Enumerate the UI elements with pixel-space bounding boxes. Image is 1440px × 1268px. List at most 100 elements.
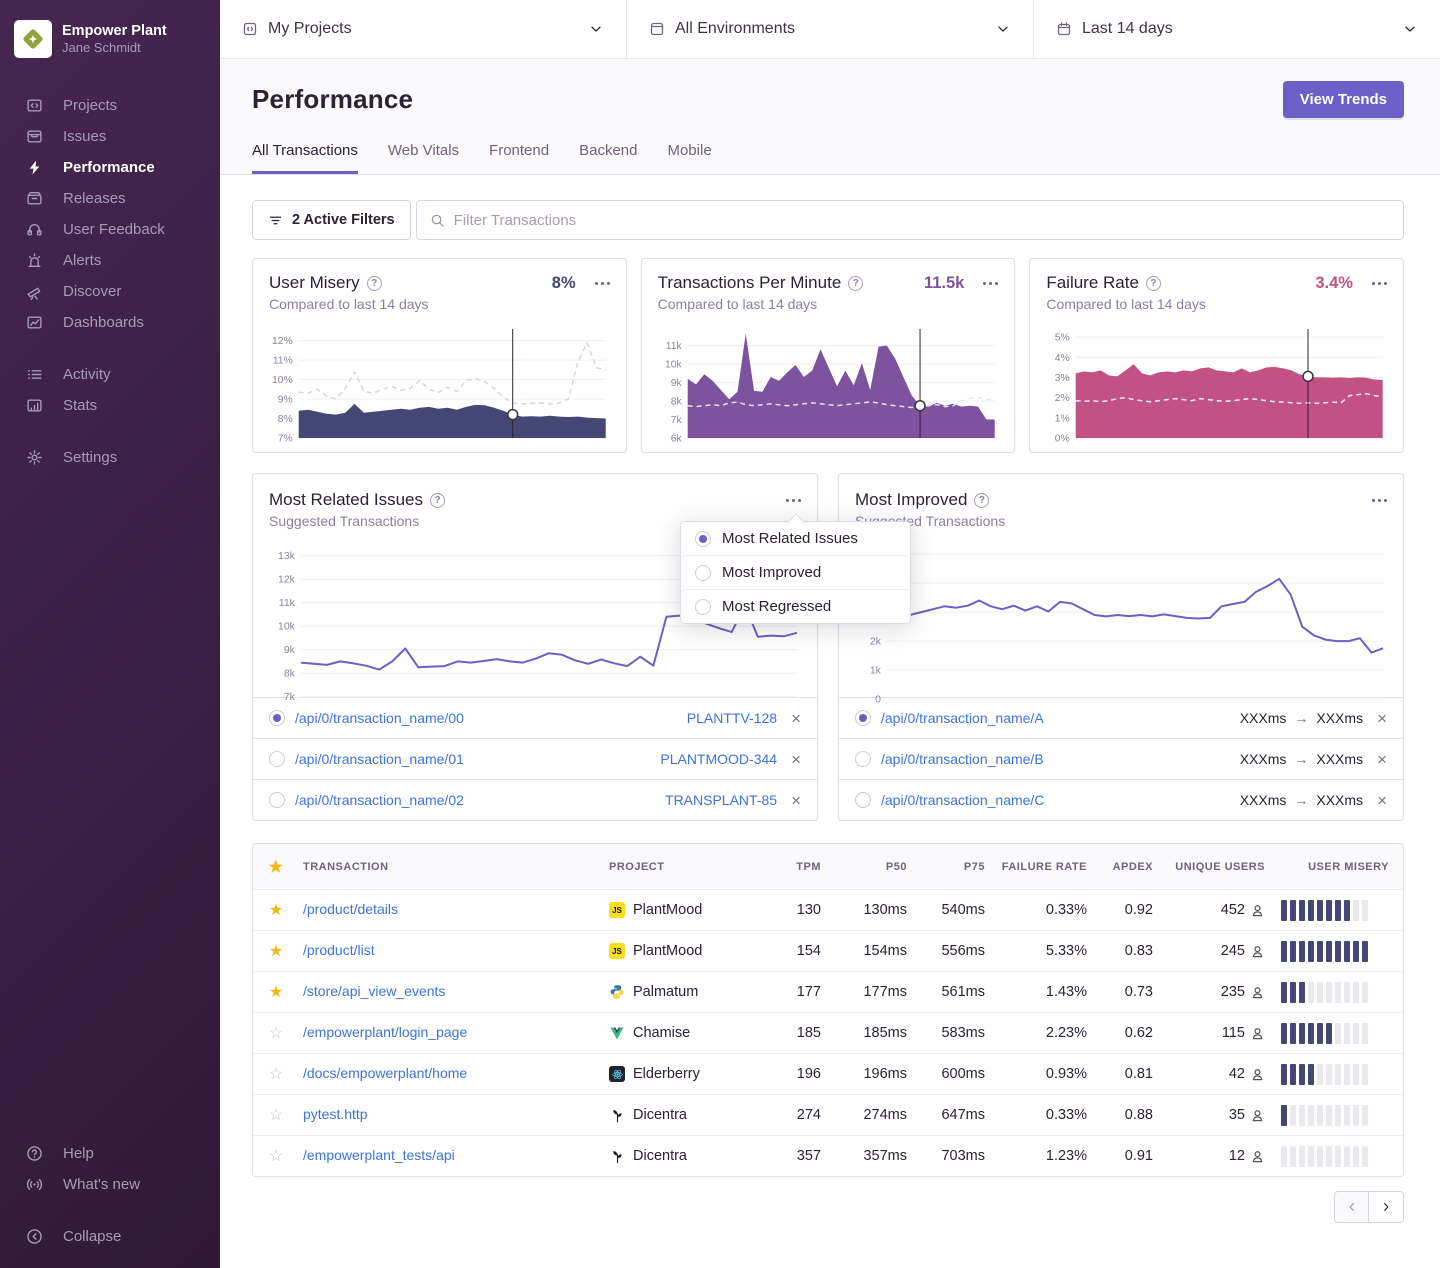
date-range-label: Last 14 days xyxy=(1082,20,1173,37)
date-range-selector[interactable]: Last 14 days xyxy=(1034,0,1440,58)
view-trends-button[interactable]: View Trends xyxy=(1282,81,1404,118)
menu-option-label: Most Regressed xyxy=(722,598,832,615)
project-selector[interactable]: My Projects xyxy=(220,0,627,58)
transaction-link[interactable]: /empowerplant/login_page xyxy=(303,1024,468,1040)
page-header: Performance View Trends All Transactions… xyxy=(220,59,1440,175)
transaction-link[interactable]: /api/0/transaction_name/00 xyxy=(295,710,464,726)
column-header[interactable]: P75 xyxy=(963,860,985,873)
more-options-button[interactable] xyxy=(594,278,610,289)
column-header[interactable]: TRANSACTION xyxy=(303,860,389,873)
help-icon[interactable]: ? xyxy=(974,492,990,508)
apdex-value: 0.92 xyxy=(1124,902,1153,918)
org-switcher[interactable]: Empower Plant Jane Schmidt xyxy=(0,12,220,66)
column-header[interactable]: TPM xyxy=(796,860,821,873)
star-icon[interactable]: ★ xyxy=(268,943,284,960)
transaction-link[interactable]: /api/0/transaction_name/02 xyxy=(295,792,464,808)
svg-text:13k: 13k xyxy=(278,551,296,562)
tab-backend[interactable]: Backend xyxy=(579,142,638,159)
transaction-link[interactable]: /api/0/transaction_name/C xyxy=(881,792,1045,808)
star-icon[interactable]: ☆ xyxy=(268,1066,284,1083)
failure-rate-value: 5.33% xyxy=(1045,943,1087,959)
transaction-link[interactable]: /api/0/transaction_name/A xyxy=(881,710,1044,726)
star-icon[interactable]: ☆ xyxy=(268,1107,284,1124)
active-filters-button[interactable]: 2 Active Filters xyxy=(252,200,411,240)
column-header[interactable]: PROJECT xyxy=(609,860,665,873)
close-icon[interactable]: × xyxy=(1377,749,1387,769)
search-input[interactable] xyxy=(453,211,1390,229)
tab-web-vitals[interactable]: Web Vitals xyxy=(387,142,460,159)
help-icon[interactable]: ? xyxy=(366,275,382,291)
next-page-button[interactable] xyxy=(1369,1191,1404,1223)
column-header[interactable]: APDEX xyxy=(1112,860,1153,873)
sidebar-item-activity[interactable]: Activity xyxy=(0,359,220,390)
transaction-link[interactable]: /api/0/transaction_name/01 xyxy=(295,751,464,767)
close-icon[interactable]: × xyxy=(791,790,801,810)
list-item: /api/0/transaction_name/00 PLANTTV-128 × xyxy=(253,697,817,738)
menu-option-most-regressed[interactable]: Most Regressed xyxy=(681,589,910,623)
tab-mobile[interactable]: Mobile xyxy=(667,142,712,159)
menu-option-most-related-issues[interactable]: Most Related Issues xyxy=(681,522,910,555)
transaction-link[interactable]: /docs/empowerplant/home xyxy=(303,1065,468,1081)
tab-all-transactions[interactable]: All Transactions xyxy=(252,142,358,174)
sidebar-item-dashboards[interactable]: Dashboards xyxy=(0,307,220,338)
radio-button[interactable] xyxy=(269,751,285,767)
radio-button[interactable] xyxy=(269,710,285,726)
most-improved-widget: Most Improved ? Suggested Transactions 2… xyxy=(838,473,1404,821)
transaction-link[interactable]: pytest.http xyxy=(303,1106,368,1122)
column-header[interactable]: FAILURE RATE xyxy=(1001,860,1087,873)
sidebar-item-projects[interactable]: Projects xyxy=(0,90,220,121)
star-icon[interactable]: ☆ xyxy=(268,1148,284,1165)
star-icon[interactable]: ☆ xyxy=(268,1025,284,1042)
radio-button[interactable] xyxy=(269,792,285,808)
sidebar-item-discover[interactable]: Discover xyxy=(0,276,220,307)
sidebar-item-alerts[interactable]: Alerts xyxy=(0,245,220,276)
user-misery-card: User Misery ? 8% Compared to last 14 day… xyxy=(252,258,627,453)
star-icon[interactable]: ★ xyxy=(268,902,284,919)
sidebar-item-settings[interactable]: Settings xyxy=(0,442,220,473)
transaction-link[interactable]: /empowerplant_tests/api xyxy=(303,1147,455,1163)
sidebar-item-releases[interactable]: Releases xyxy=(0,183,220,214)
help-icon[interactable]: ? xyxy=(848,275,864,291)
close-icon[interactable]: × xyxy=(1377,708,1387,728)
radio-button[interactable] xyxy=(855,710,871,726)
sidebar-item-stats[interactable]: Stats xyxy=(0,390,220,421)
issue-link[interactable]: TRANSPLANT-85 xyxy=(665,792,778,808)
help-icon[interactable]: ? xyxy=(1145,275,1161,291)
help-icon[interactable]: ? xyxy=(430,492,446,508)
radio-button[interactable] xyxy=(855,792,871,808)
transaction-link[interactable]: /store/api_view_events xyxy=(303,983,446,999)
more-options-button[interactable] xyxy=(983,278,999,289)
close-icon[interactable]: × xyxy=(791,708,801,728)
star-column-header[interactable]: ★ xyxy=(268,858,284,876)
transaction-link[interactable]: /api/0/transaction_name/B xyxy=(881,751,1044,767)
card-title: User Misery xyxy=(269,273,360,292)
star-icon[interactable]: ★ xyxy=(268,984,284,1001)
issue-link[interactable]: PLANTTV-128 xyxy=(686,710,778,726)
sidebar-item-issues[interactable]: Issues xyxy=(0,121,220,152)
sidebar-item-what-s-new[interactable]: What's new xyxy=(0,1169,220,1200)
transaction-link[interactable]: /product/list xyxy=(303,942,375,958)
context-menu-button[interactable] xyxy=(1372,495,1387,506)
transaction-link[interactable]: /product/details xyxy=(303,901,398,917)
column-header[interactable]: USER MISERY xyxy=(1308,860,1389,873)
close-icon[interactable]: × xyxy=(791,749,801,769)
sidebar-item-collapse[interactable]: Collapse xyxy=(0,1221,220,1252)
radio-button xyxy=(695,530,711,547)
issue-link[interactable]: PLANTMOOD-344 xyxy=(660,751,778,767)
sidebar-item-help[interactable]: Help xyxy=(0,1138,220,1169)
context-menu-button[interactable] xyxy=(786,495,801,506)
widget-title: Most Improved xyxy=(855,490,968,509)
tab-frontend[interactable]: Frontend xyxy=(489,142,550,159)
menu-option-most-improved[interactable]: Most Improved xyxy=(681,555,910,589)
column-header[interactable]: P50 xyxy=(885,860,907,873)
more-options-button[interactable] xyxy=(1371,278,1387,289)
previous-page-button[interactable] xyxy=(1334,1191,1369,1223)
environment-selector[interactable]: All Environments xyxy=(627,0,1034,58)
close-icon[interactable]: × xyxy=(1377,790,1387,810)
sidebar-item-user-feedback[interactable]: User Feedback xyxy=(0,214,220,245)
radio-button[interactable] xyxy=(855,751,871,767)
sidebar-item-label: Help xyxy=(63,1145,94,1162)
sidebar-item-performance[interactable]: Performance xyxy=(0,152,220,183)
list-item: /api/0/transaction_name/A XXXms → XXXms × xyxy=(839,697,1403,738)
column-header[interactable]: UNIQUE USERS xyxy=(1175,860,1265,873)
